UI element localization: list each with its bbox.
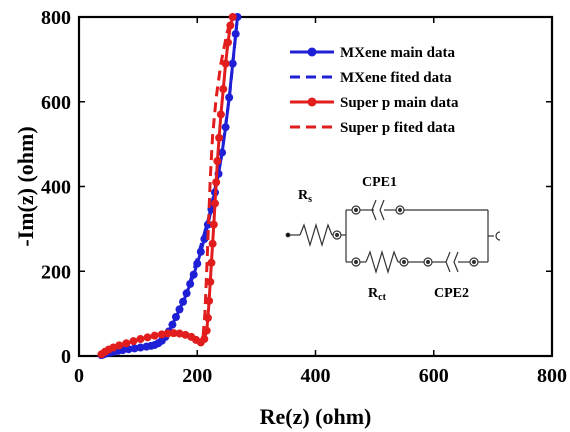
y-tick-label: 400: [41, 177, 71, 199]
rs-label-main: R: [298, 188, 309, 203]
data-point-super-p-main-data: [209, 220, 218, 229]
circuit-node-center: [334, 232, 340, 238]
data-point-super-p-main-data: [206, 277, 215, 286]
series-super-p-fited-data: [100, 16, 233, 357]
y-tick-label: 800: [41, 7, 71, 29]
legend-label-super-p-main-data: Super p main data: [340, 95, 459, 111]
circuit-node-center: [401, 259, 407, 265]
data-point-super-p-main-data: [221, 59, 230, 68]
x-tick-label: 0: [74, 365, 84, 387]
series-layer: [97, 13, 242, 360]
legend-label-mxene-main-data: MXene main data: [340, 45, 455, 61]
y-tick-label: 200: [41, 261, 71, 283]
cpe2-element: [453, 251, 459, 273]
circuit-labels: Rs CPE1 Rct CPE2: [298, 175, 469, 303]
cpe1-label: CPE1: [362, 175, 397, 190]
legend-label-mxene-fited-data: MXene fited data: [340, 70, 452, 86]
data-point-mxene-main-data: [231, 29, 240, 38]
legend-marker-mxene-main-data: [307, 47, 317, 57]
data-point-super-p-main-data: [200, 335, 209, 344]
data-point-super-p-main-data: [207, 258, 216, 267]
series-line-super-p-main-data: [100, 16, 235, 356]
data-point-super-p-main-data: [219, 85, 228, 94]
circuit-node-center: [397, 207, 403, 213]
data-point-mxene-main-data: [225, 93, 234, 102]
legend-label-super-p-fited-data: Super p fited data: [340, 120, 456, 136]
legend: MXene main data MXene fited data Super p m…: [290, 45, 459, 136]
series-line-super-p-fited-data: [100, 16, 233, 357]
cpe2-element: [445, 251, 451, 273]
x-tick-label: 200: [182, 365, 212, 387]
series-line-mxene-fited-data: [101, 16, 239, 358]
data-point-super-p-main-data: [212, 178, 221, 187]
data-point-super-p-main-data: [169, 329, 178, 338]
x-tick-label: 400: [301, 365, 331, 387]
cpe1-element: [371, 199, 377, 221]
data-point-super-p-main-data: [215, 133, 224, 142]
plot-frame: [77, 15, 554, 358]
y-axis-title: -Im(z) (ohm): [13, 126, 38, 246]
series-mxene-fited-data: [101, 16, 239, 358]
x-tick-label: 800: [537, 365, 567, 387]
data-point-super-p-main-data: [122, 339, 131, 348]
rct-resistor: [365, 249, 399, 275]
data-point-super-p-main-data: [136, 335, 145, 344]
legend-marker-super-p-main-data: [307, 97, 317, 107]
axes: 0 200 400 600 800 0 200 400 600 800 Re(z) (ohm) -Im…: [13, 7, 567, 429]
circuit-input-terminal: [285, 232, 291, 238]
cpe2-label: CPE2: [434, 286, 469, 301]
circuit-node-center: [353, 207, 359, 213]
circuit-node-center: [425, 259, 431, 265]
circuit-output-terminal: [495, 231, 501, 241]
rct-label-sub: ct: [378, 292, 386, 303]
data-point-super-p-main-data: [228, 13, 237, 21]
x-tick-label: 600: [419, 365, 449, 387]
y-tick-label: 600: [41, 92, 71, 114]
x-axis-title: Re(z) (ohm): [260, 404, 372, 429]
rs-resistor: [299, 222, 333, 248]
series-super-p-main-data: [97, 13, 237, 359]
circuit-node-center: [471, 259, 477, 265]
circuit-node-center: [353, 259, 359, 265]
rct-label: Rct: [368, 286, 387, 303]
data-point-super-p-main-data: [208, 239, 217, 248]
rct-label-main: R: [368, 286, 379, 301]
rs-label-sub: s: [308, 194, 312, 205]
data-point-super-p-main-data: [216, 110, 225, 119]
data-point-super-p-main-data: [213, 157, 222, 166]
equivalent-circuit-diagram: [285, 199, 501, 275]
cpe1-element: [379, 199, 385, 221]
series-mxene-main-data: [97, 13, 242, 360]
data-point-super-p-main-data: [210, 199, 219, 208]
y-tick-label: 0: [61, 346, 71, 368]
data-point-mxene-main-data: [186, 279, 195, 288]
rs-label: Rs: [298, 188, 312, 205]
data-point-super-p-main-data: [205, 296, 214, 305]
